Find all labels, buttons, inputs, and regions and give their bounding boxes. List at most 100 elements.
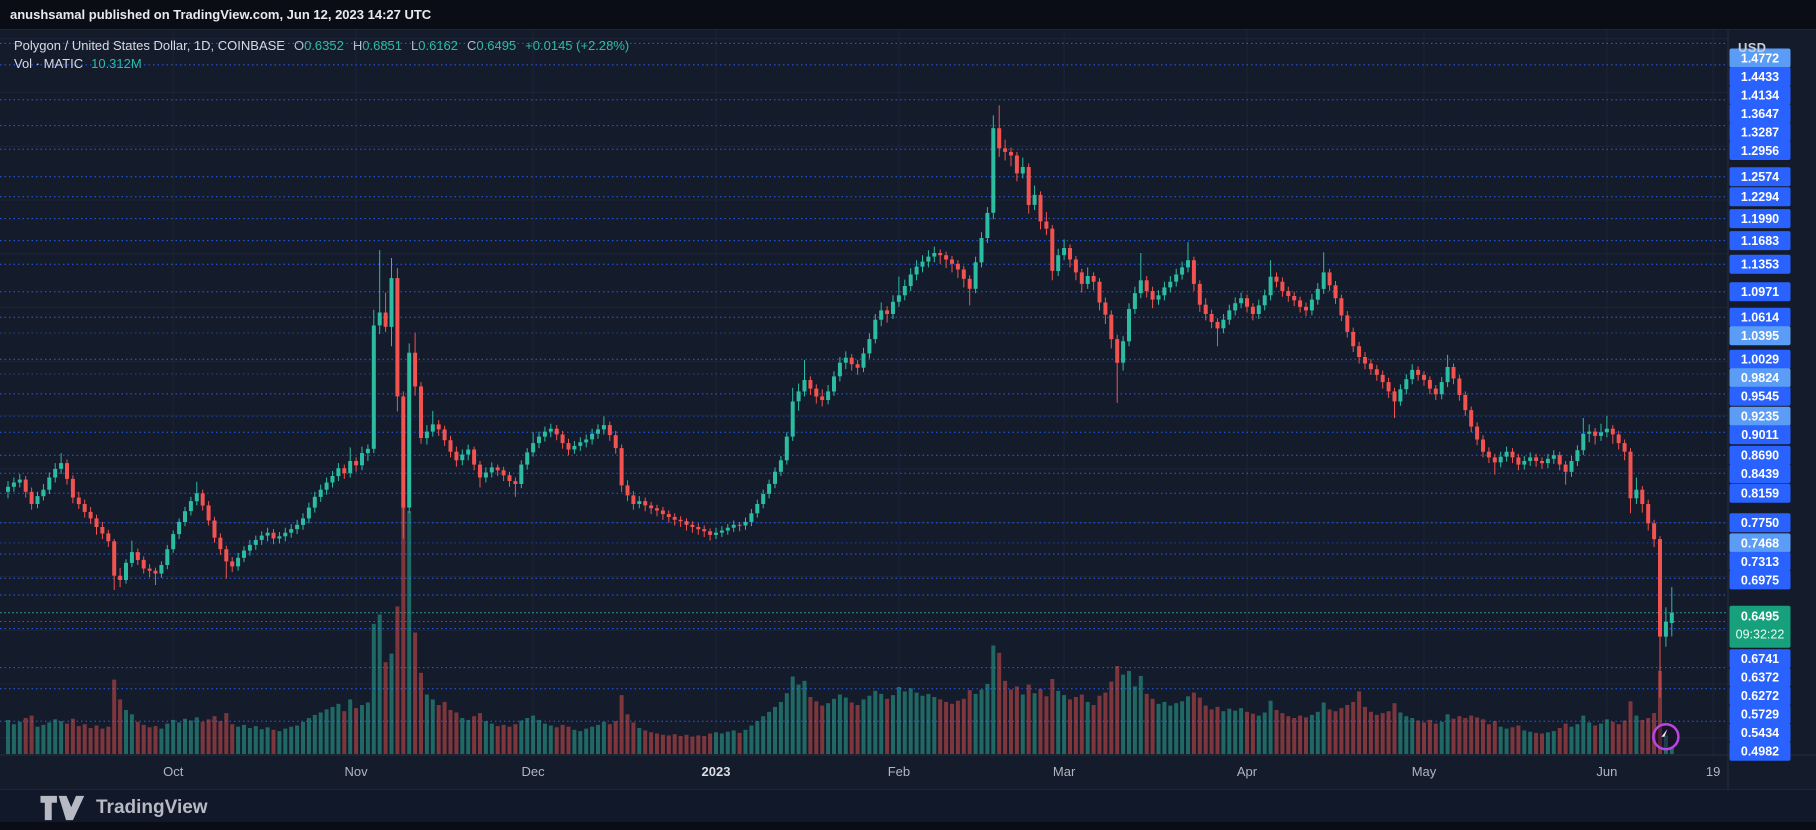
volume-bar [1174,703,1179,754]
volume-bar [1286,716,1291,754]
volume-bar [472,716,477,754]
candle-body [601,425,606,430]
candle-body [1368,363,1373,370]
candle-body [306,507,311,519]
volume-bar [1498,726,1503,754]
candle-body [554,428,559,435]
volume-bar [684,734,689,754]
candle-body [979,238,984,263]
candle-body [1551,455,1556,459]
volume-bar [419,672,423,754]
candle-body [478,464,482,478]
price-scale-currency[interactable]: USD [1738,40,1767,55]
candle-body [1109,314,1114,340]
candle-body [843,357,848,363]
candle-body [944,255,949,260]
volume-bar [873,690,878,754]
svg-text:0.6741: 0.6741 [1741,652,1779,666]
volume-bar [1604,719,1609,754]
volume-bar [1321,702,1326,754]
volume-bar [1481,719,1485,754]
svg-text:0.9235: 0.9235 [1741,410,1779,424]
svg-text:1.4433: 1.4433 [1741,70,1779,84]
price-scale-label: 0.9235 [1729,406,1791,426]
symbol-legend[interactable]: Polygon / United States Dollar, 1D, COIN… [14,37,629,73]
price-scale-label: 0.6975 [1729,570,1791,590]
volume-bar [454,712,459,754]
candle-body [542,431,547,437]
candle-body [23,479,28,492]
volume-bar [761,716,766,754]
candle-body [578,442,583,446]
volume-bar [1368,711,1373,754]
volume-bar [1469,715,1474,754]
candle-body [206,505,211,521]
volume-bar [1463,718,1468,754]
flash-icon[interactable] [1652,722,1680,751]
volume-bar [1056,690,1061,754]
volume-bar [1439,721,1444,754]
volume-bar [1416,720,1421,754]
volume-bar [112,679,117,754]
volume-bar [1162,701,1167,754]
volume-bar [1333,711,1338,754]
candle-body [672,516,677,520]
candle-body [259,535,264,540]
candle-body [790,401,795,437]
candle-body [643,501,648,506]
price-scale-label: 0.7468 [1729,533,1791,553]
volume-bar [230,724,235,754]
candle-body [82,504,87,512]
candle-body [1404,379,1409,390]
volume-bar [318,712,323,754]
volume-bar [330,706,335,754]
price-scale-label: 1.3647 [1729,104,1791,123]
candle-body [1044,221,1049,229]
candle-body [1280,281,1285,291]
volume-bar [613,721,618,754]
candle-body [1191,260,1196,284]
candle-body [537,436,541,444]
candle-body [1540,461,1544,464]
volume-bar [672,734,677,754]
price-scale-label: 0.8439 [1729,464,1791,484]
price-scale-label: 0.4982 [1729,741,1791,761]
candle-body [448,440,453,452]
candle-body [1168,281,1173,288]
candle-body [1020,167,1025,174]
candle-body [147,568,152,571]
candle-body [737,524,742,526]
volume-bar [944,701,949,754]
candle-body [938,253,943,256]
candle-body [183,511,187,522]
svg-text:0.6495: 0.6495 [1741,610,1779,624]
volume-bar [1663,735,1668,754]
volume-bar [767,711,772,754]
svg-text:0.5434: 0.5434 [1741,726,1779,740]
volume-bar [1551,731,1556,754]
tradingview-brand[interactable]: TradingView [40,795,208,821]
candle-body [714,532,718,535]
candle-body [849,357,854,365]
candle-body [29,491,34,504]
svg-text:1.4134: 1.4134 [1741,88,1779,102]
volume-bar [1026,684,1031,754]
candle-body [1333,285,1338,299]
volume-bar [1097,695,1102,754]
volume-bar [283,728,288,754]
volume-bar [41,724,46,754]
volume-bar [814,701,819,754]
candle-body [11,482,16,487]
candle-body [1433,388,1438,395]
price-scale-label: 0.5729 [1729,704,1791,724]
volume-bar [1138,675,1143,754]
volume-bar [572,729,577,754]
candle-body [1221,319,1226,329]
candle-body [218,537,223,550]
time-axis-label: 19 [1706,764,1720,779]
candle-body [749,513,754,522]
volume-bar [1032,693,1037,754]
volume-bar [1250,713,1255,754]
